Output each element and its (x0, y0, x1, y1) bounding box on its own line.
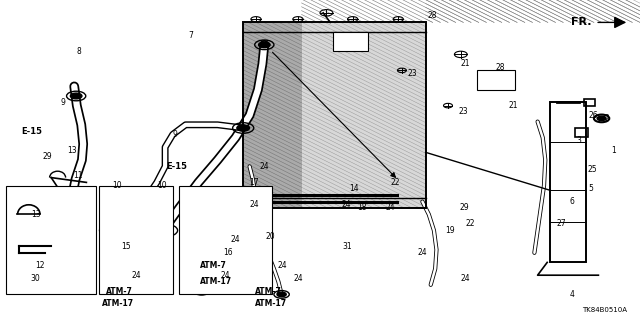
Text: 24: 24 (293, 274, 303, 283)
Text: 10: 10 (157, 181, 166, 190)
Bar (6, 186, 96, 294)
Bar (477, 70, 515, 90)
Text: 7: 7 (189, 31, 194, 40)
Circle shape (66, 230, 81, 237)
Circle shape (245, 196, 254, 201)
Text: ATM-7: ATM-7 (255, 287, 282, 296)
Bar (179, 186, 272, 294)
Text: 4: 4 (570, 290, 575, 299)
Text: 15: 15 (122, 242, 131, 251)
Text: 11: 11 (74, 172, 83, 180)
Bar (243, 22, 426, 208)
Text: 2: 2 (605, 114, 609, 123)
Circle shape (70, 93, 82, 99)
Text: 8: 8 (77, 47, 81, 56)
Text: 24: 24 (461, 274, 470, 283)
Text: FR.: FR. (572, 17, 592, 28)
Bar (243, 22, 301, 208)
Circle shape (259, 42, 270, 48)
Text: 24: 24 (259, 162, 269, 171)
Text: 18: 18 (357, 204, 367, 212)
Text: 30: 30 (31, 274, 40, 283)
Text: 14: 14 (349, 184, 358, 193)
Circle shape (201, 276, 209, 280)
Text: E-15: E-15 (166, 162, 188, 171)
Text: 16: 16 (223, 248, 232, 257)
Text: 5: 5 (589, 184, 594, 193)
Text: 23: 23 (459, 108, 468, 116)
Text: 17: 17 (250, 178, 259, 187)
Text: 24: 24 (131, 271, 141, 280)
Text: 24: 24 (277, 261, 287, 270)
Text: 13: 13 (67, 146, 77, 155)
Text: 21: 21 (461, 60, 470, 68)
Text: E-15: E-15 (21, 127, 42, 136)
Text: ATM-7: ATM-7 (200, 261, 227, 270)
Text: 24: 24 (221, 271, 230, 280)
Circle shape (191, 200, 199, 204)
Text: 24: 24 (385, 204, 395, 212)
Text: 27: 27 (557, 220, 566, 228)
Circle shape (597, 116, 606, 121)
Text: 24: 24 (230, 236, 240, 244)
Text: TK84B0510A: TK84B0510A (582, 307, 627, 313)
Text: 25: 25 (588, 165, 597, 174)
Text: 23: 23 (408, 69, 417, 78)
Text: 22: 22 (466, 220, 476, 228)
Circle shape (154, 206, 163, 210)
Bar (333, 32, 368, 51)
Circle shape (237, 125, 250, 131)
Text: 3: 3 (576, 136, 581, 145)
Text: ATM-17: ATM-17 (102, 300, 134, 308)
Circle shape (156, 215, 164, 220)
Circle shape (197, 289, 206, 293)
Text: 28: 28 (428, 12, 437, 20)
Text: 26: 26 (589, 111, 598, 120)
Text: 24: 24 (417, 248, 427, 257)
Text: 6: 6 (570, 197, 575, 206)
Text: 10: 10 (112, 181, 122, 190)
Text: 20: 20 (266, 232, 275, 241)
Text: 1: 1 (611, 146, 616, 155)
Text: 24: 24 (341, 200, 351, 209)
Text: 9: 9 (61, 98, 66, 107)
Circle shape (251, 190, 259, 194)
Text: 24: 24 (250, 200, 259, 209)
Text: 31: 31 (342, 242, 352, 251)
Text: ATM-17: ATM-17 (200, 277, 232, 286)
Text: ATM-17: ATM-17 (255, 300, 287, 308)
Text: 21: 21 (509, 101, 518, 110)
Text: 22: 22 (390, 178, 400, 187)
Circle shape (104, 227, 116, 234)
Text: 19: 19 (445, 226, 454, 235)
Text: 9: 9 (173, 130, 178, 139)
Text: 29: 29 (460, 204, 469, 212)
Bar (550, 102, 586, 262)
Circle shape (202, 206, 211, 210)
Bar (243, 22, 426, 208)
Bar (99, 186, 173, 294)
Text: 13: 13 (31, 210, 40, 219)
Circle shape (157, 227, 173, 234)
Text: 28: 28 (496, 63, 506, 72)
Text: 12: 12 (35, 261, 45, 270)
Text: 29: 29 (43, 152, 52, 161)
Bar (584, 99, 595, 106)
Circle shape (277, 292, 286, 297)
Circle shape (246, 267, 253, 271)
Text: ATM-7: ATM-7 (106, 287, 132, 296)
Bar (575, 128, 588, 137)
